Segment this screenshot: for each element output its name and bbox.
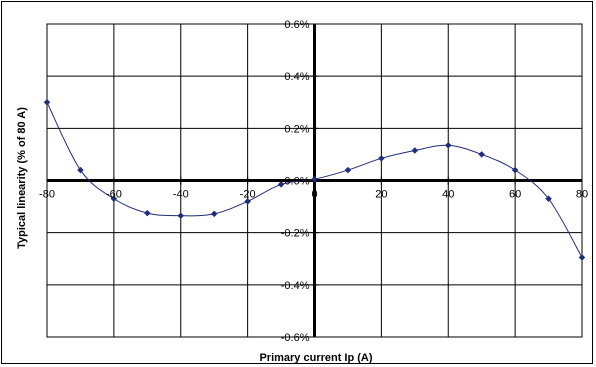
x-tick-label-2: -40 [173, 189, 189, 201]
data-point-0-4 [177, 212, 185, 220]
data-point-0-3 [143, 209, 151, 217]
data-point-0-0 [43, 98, 51, 106]
x-tick-label-4: 0 [311, 189, 317, 201]
data-point-0-13 [478, 151, 486, 158]
x-tick-label-3: -20 [240, 189, 256, 201]
y-tick-label-1: 0.4% [284, 71, 309, 83]
y-tick-label-4: -0.2% [281, 228, 310, 240]
data-point-0-11 [411, 147, 419, 154]
data-point-0-2 [110, 195, 118, 203]
y-axis-title: Typical linearity (% of 80 A) [16, 107, 28, 249]
data-point-0-7 [277, 181, 285, 188]
y-tick-label-2: 0.2% [284, 123, 309, 135]
y-tick-label-6: -0.6% [281, 332, 310, 344]
series-marker-layer [43, 98, 586, 261]
data-point-0-10 [378, 154, 385, 162]
x-tick-label-5: 20 [375, 189, 387, 201]
data-point-0-16 [578, 254, 586, 261]
x-tick-label-8: 80 [576, 189, 588, 201]
data-point-0-1 [77, 166, 84, 174]
y-tick-label-3: 0.0% [284, 176, 309, 188]
x-tick-label-7: 60 [509, 189, 521, 201]
data-point-0-14 [511, 166, 519, 174]
data-point-0-15 [545, 195, 552, 203]
tick-label-layer: -80 -60 -40 -20 0 20 40 60 80 0.6% 0.4% 0.2% 0.0% -0.… [39, 19, 588, 344]
x-axis-title: Primary current Ip (A) [259, 352, 372, 364]
y-tick-label-0: 0.6% [284, 19, 309, 31]
x-tick-label-6: 40 [442, 189, 454, 201]
data-point-0-8 [311, 175, 318, 183]
x-tick-label-0: -80 [39, 189, 55, 201]
data-point-0-12 [444, 141, 452, 149]
data-point-0-5 [210, 210, 218, 218]
data-point-0-9 [344, 166, 352, 174]
data-point-0-6 [244, 198, 251, 205]
x-tick-label-1: -60 [106, 189, 122, 201]
y-tick-label-5: -0.4% [281, 280, 310, 292]
